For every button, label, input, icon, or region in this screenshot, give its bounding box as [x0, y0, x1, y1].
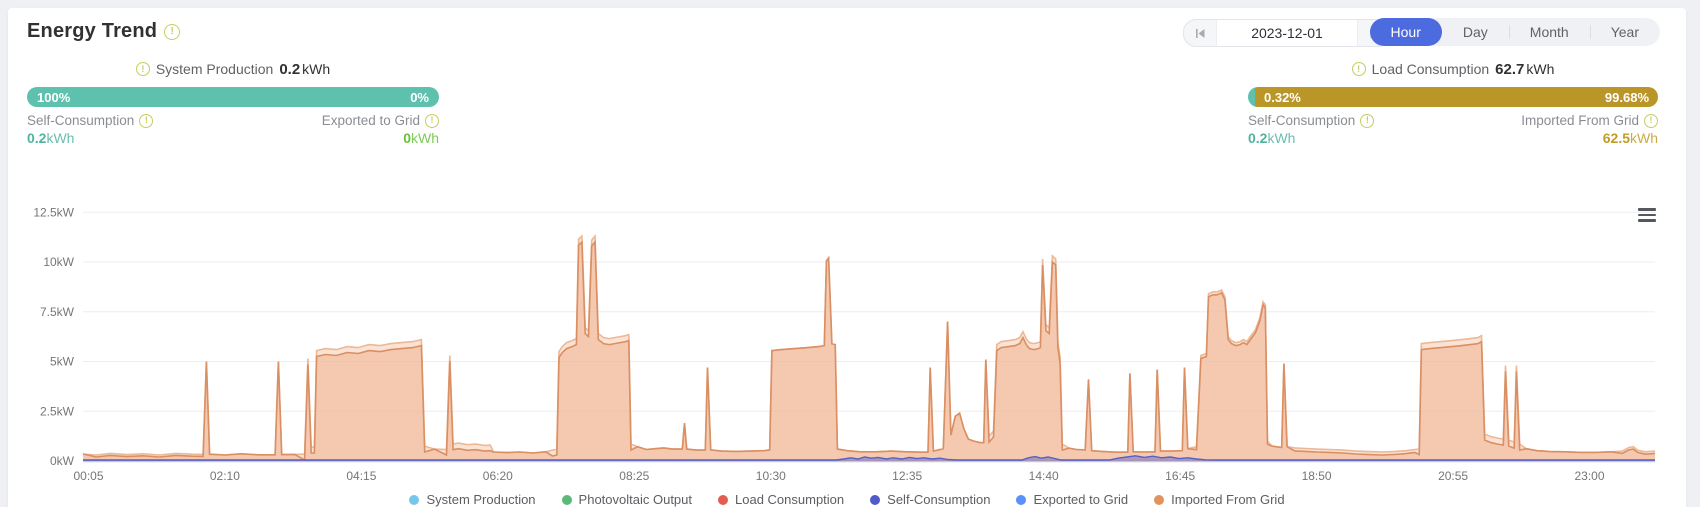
consumption-bar-self-segment — [1248, 87, 1255, 107]
svg-text:7.5kW: 7.5kW — [40, 305, 75, 319]
svg-text:23:00: 23:00 — [1574, 469, 1604, 483]
svg-text:5kW: 5kW — [50, 355, 75, 369]
trend-chart-svg[interactable]: 0kW 2.5kW 5kW 7.5kW 10kW 12.5kW 00:05 02:10 04:1… — [8, 188, 1686, 507]
self-consumption-label: Self-Consumption — [27, 113, 135, 128]
svg-text:02:10: 02:10 — [210, 469, 240, 483]
date-picker: 2023-12-01 — [1183, 19, 1391, 47]
svg-text:16:45: 16:45 — [1165, 469, 1195, 483]
self-consumption-value: 0.2 — [27, 130, 47, 146]
production-stat-block: ! System Production 0.2 kWh 100% 0% Self… — [27, 60, 439, 146]
consumption-label: Load Consumption — [1371, 61, 1490, 77]
chart-legend: System Production Photovoltaic Output Lo… — [8, 492, 1686, 507]
tab-year[interactable]: Year — [1589, 18, 1660, 46]
chart-menu-icon[interactable] — [1638, 208, 1656, 222]
consumption-header: ! Load Consumption 62.7 kWh — [1248, 60, 1658, 78]
production-bar-right-pct: 0% — [410, 89, 429, 105]
svg-text:10:30: 10:30 — [756, 469, 786, 483]
imported-value: 62.5 — [1602, 130, 1630, 146]
exported-label: Exported to Grid — [321, 113, 420, 128]
legend-system-production[interactable]: System Production — [409, 492, 536, 507]
production-info-icon[interactable]: ! — [135, 62, 150, 76]
imported-label: Imported From Grid — [1521, 113, 1639, 128]
trend-chart[interactable]: 0kW 2.5kW 5kW 7.5kW 10kW 12.5kW 00:05 02:10 04:1… — [8, 188, 1686, 507]
legend-dot-exported-to-grid — [1016, 494, 1027, 505]
legend-exported-to-grid[interactable]: Exported to Grid — [1016, 492, 1128, 507]
svg-text:08:25: 08:25 — [619, 469, 649, 483]
consumption-self-consumption: Self-Consumption ! 0.2kWh — [1248, 113, 1375, 146]
svg-text:12.5kW: 12.5kW — [33, 205, 74, 219]
consumption-sub-row: Self-Consumption ! 0.2kWh Imported From … — [1248, 113, 1658, 146]
consumption-bar-right-pct: 99.68% — [1604, 89, 1649, 105]
legend-dot-imported-from-grid — [1154, 494, 1165, 505]
energy-trend-card: Energy Trend ! 2023-12-01 Hour Day Month — [8, 8, 1686, 507]
legend-dot-system-production — [409, 494, 420, 505]
production-header: ! System Production 0.2 kWh — [27, 60, 439, 78]
consumption-stat-block: ! Load Consumption 62.7 kWh 0.32% 99.68%… — [1248, 60, 1658, 146]
consumption-value: 62.7 — [1495, 60, 1525, 78]
production-bar-segment: 100% 0% — [27, 87, 439, 107]
title-info-icon[interactable]: ! — [164, 23, 181, 40]
exported-unit: kWh — [411, 130, 439, 146]
production-value: 0.2 — [279, 60, 301, 78]
exported-to-grid: Exported to Grid ! 0kWh — [322, 113, 439, 146]
svg-text:20:55: 20:55 — [1438, 469, 1468, 483]
exported-value: 0 — [403, 130, 411, 146]
svg-text:0kW: 0kW — [50, 454, 75, 468]
legend-self-consumption[interactable]: Self-Consumption — [870, 492, 990, 507]
page-title-row: Energy Trend ! — [27, 20, 181, 43]
consumption-self-info-icon[interactable]: ! — [1360, 113, 1375, 128]
date-field[interactable]: 2023-12-01 — [1216, 20, 1358, 46]
consumption-bar-left-pct: 0.32% — [1264, 89, 1301, 105]
production-progress-bar: 100% 0% — [27, 87, 439, 107]
imported-info-icon[interactable]: ! — [1644, 113, 1658, 128]
consumption-bar-imported-segment: 0.32% 99.68% — [1255, 87, 1658, 107]
svg-text:12:35: 12:35 — [892, 469, 922, 483]
svg-text:2.5kW: 2.5kW — [40, 404, 75, 418]
consumption-self-label: Self-Consumption — [1248, 113, 1356, 128]
date-prev-button[interactable] — [1184, 20, 1216, 46]
exported-info-icon[interactable]: ! — [425, 113, 439, 128]
legend-dot-photovoltaic-output — [561, 494, 572, 505]
svg-text:10kW: 10kW — [43, 255, 74, 269]
production-bar-left-pct: 100% — [37, 89, 71, 105]
consumption-info-icon[interactable]: ! — [1351, 62, 1366, 76]
consumption-self-unit: kWh — [1267, 130, 1296, 146]
self-consumption-info-icon[interactable]: ! — [139, 113, 154, 128]
page-title: Energy Trend — [27, 20, 158, 42]
tab-day[interactable]: Day — [1462, 24, 1488, 40]
svg-text:06:20: 06:20 — [483, 469, 513, 483]
imported-unit: kWh — [1630, 130, 1658, 146]
svg-text:04:15: 04:15 — [346, 469, 376, 483]
svg-text:14:40: 14:40 — [1029, 469, 1059, 483]
consumption-self-value: 0.2 — [1248, 130, 1268, 146]
self-consumption-unit: kWh — [46, 130, 75, 146]
consumption-unit: kWh — [1526, 61, 1555, 77]
legend-dot-load-consumption — [718, 494, 729, 505]
production-self-consumption: Self-Consumption ! 0.2kWh — [27, 113, 154, 146]
legend-photovoltaic-output[interactable]: Photovoltaic Output — [561, 492, 692, 507]
skip-previous-icon — [1195, 28, 1204, 38]
production-label: System Production — [155, 61, 274, 77]
imported-from-grid: Imported From Grid ! 62.5kWh — [1521, 113, 1658, 146]
svg-text:18:50: 18:50 — [1302, 469, 1332, 483]
tab-month[interactable]: Month — [1508, 18, 1590, 46]
range-tab-group: Hour Day Month Year — [1369, 18, 1660, 46]
legend-load-consumption[interactable]: Load Consumption — [718, 492, 844, 507]
svg-text:00:05: 00:05 — [73, 469, 103, 483]
consumption-progress-bar: 0.32% 99.68% — [1248, 87, 1658, 107]
tab-hour[interactable]: Hour — [1369, 18, 1442, 46]
production-unit: kWh — [302, 61, 331, 77]
legend-imported-from-grid[interactable]: Imported From Grid — [1154, 492, 1285, 507]
production-sub-row: Self-Consumption ! 0.2kWh Exported to Gr… — [27, 113, 439, 146]
legend-dot-self-consumption — [870, 494, 881, 505]
